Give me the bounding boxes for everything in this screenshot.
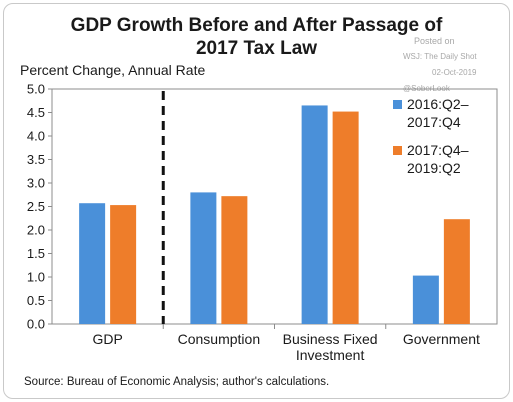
bar: [332, 111, 359, 324]
y-axis-label: Percent Change, Annual Rate: [20, 62, 206, 78]
y-tick-label: 2.0: [27, 223, 45, 238]
bar: [443, 219, 470, 324]
legend-label: 2016:Q2–: [407, 96, 469, 112]
chart-frame: [3, 3, 510, 399]
watermark-posted-on: Posted on: [414, 36, 455, 46]
legend-swatch: [393, 100, 402, 109]
x-category-label: Consumption: [178, 331, 261, 347]
chart-title-line-2: 2017 Tax Law: [195, 38, 318, 59]
bar: [221, 196, 248, 324]
bar: [190, 192, 217, 324]
y-tick-label: 0.5: [27, 293, 45, 308]
y-tick-label: 1.5: [27, 246, 45, 261]
x-category-label: GDP: [92, 331, 122, 347]
watermark-date: 02-Oct-2019: [432, 68, 477, 77]
bar: [79, 203, 106, 324]
y-tick-label: 5.0: [27, 82, 45, 97]
y-tick-label: 3.0: [27, 176, 45, 191]
bar: [412, 275, 439, 324]
chart-title-line-1: GDP Growth Before and After Passage of: [70, 15, 443, 36]
y-tick-label: 3.5: [27, 152, 45, 167]
x-category-label: Business Fixed: [283, 331, 378, 347]
x-category-label: Government: [403, 331, 480, 347]
chart-title: GDP Growth Before and After Passage of 2…: [0, 14, 513, 60]
source-note: Source: Bureau of Economic Analysis; aut…: [24, 376, 330, 388]
y-tick-label: 4.0: [27, 129, 45, 144]
legend-swatch: [393, 146, 402, 155]
bar: [301, 105, 328, 324]
bar: [110, 205, 137, 324]
x-category-label: Investment: [296, 347, 365, 363]
y-tick-label: 1.0: [27, 270, 45, 285]
y-tick-label: 0.0: [27, 317, 45, 332]
y-tick-label: 4.5: [27, 105, 45, 120]
y-tick-label: 2.5: [27, 199, 45, 214]
watermark-source: WSJ: The Daily Shot: [403, 52, 477, 61]
legend-label: 2017:Q4–: [407, 142, 469, 158]
legend-label: 2019:Q2: [407, 160, 461, 176]
legend-label: 2017:Q4: [407, 114, 461, 130]
